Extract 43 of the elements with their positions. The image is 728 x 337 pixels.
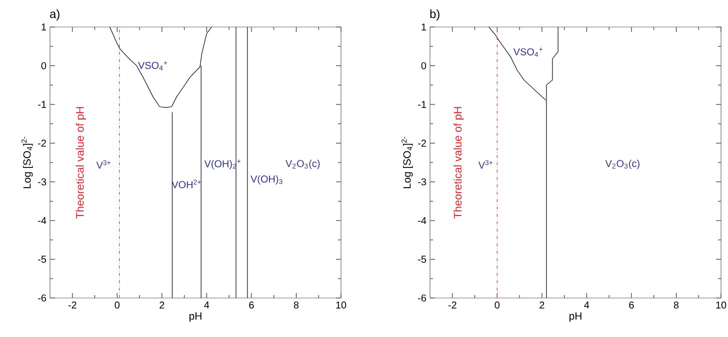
x-tick-label: 8 bbox=[674, 302, 679, 309]
y-tick-label: -3 bbox=[38, 178, 46, 186]
y-tick-label: -4 bbox=[38, 217, 46, 224]
x-tick-label: 0 bbox=[494, 302, 500, 309]
annotation: V$^{3+}$ bbox=[96, 160, 111, 169]
x-tick-label: -2 bbox=[68, 302, 76, 308]
y-tick-label: 0 bbox=[421, 62, 426, 70]
y-tick-label: -6 bbox=[38, 294, 46, 302]
x-tick-label: 4 bbox=[204, 302, 210, 308]
y-tick-label: -6 bbox=[418, 294, 426, 302]
annotation: V$^{3+}$ bbox=[478, 160, 493, 169]
x-tick-label: 6 bbox=[629, 302, 634, 309]
y-axis-title: Log [SO$_{4}$]$^{2-}$ bbox=[402, 136, 413, 188]
x-axis-title: pH bbox=[189, 312, 202, 322]
y-tick-label: -4 bbox=[418, 217, 426, 224]
ref-line-label: Theoretical value of pH bbox=[454, 107, 464, 219]
y-axis-title: Log [SO$_{4}$]$^{2-}$ bbox=[22, 136, 33, 188]
x-tick-label: 6 bbox=[249, 302, 254, 309]
y-tick-label: -1 bbox=[418, 101, 426, 108]
chart-title: a) bbox=[50, 9, 60, 20]
x-tick-label: 2 bbox=[160, 302, 164, 308]
annotation: V$_{2}$O$_{3}$(c) bbox=[286, 160, 320, 170]
y-tick-label: 0 bbox=[41, 62, 46, 70]
x-tick-label: 10 bbox=[716, 302, 726, 309]
y-tick-label: -3 bbox=[418, 178, 426, 186]
y-tick-label: -2 bbox=[38, 140, 46, 147]
y-tick-label: -1 bbox=[38, 101, 46, 108]
annotation: V(OH)$_{3}$ bbox=[250, 175, 282, 184]
annotation: V$_{2}$O$_{3}$(c) bbox=[605, 160, 640, 170]
y-tick-label: 1 bbox=[422, 24, 426, 30]
x-tick-label: 8 bbox=[294, 302, 299, 309]
x-tick-label: -2 bbox=[448, 302, 456, 308]
y-tick-label: -5 bbox=[418, 256, 426, 263]
x-tick-label: 2 bbox=[540, 302, 544, 308]
x-tick-label: 0 bbox=[114, 302, 120, 309]
y-tick-label: 1 bbox=[42, 24, 46, 30]
x-axis-title: pH bbox=[569, 312, 582, 322]
ref-line-label: Theoretical value of pH bbox=[76, 107, 86, 219]
y-tick-label: -5 bbox=[38, 256, 46, 263]
y-tick-label: -2 bbox=[418, 140, 426, 147]
x-tick-label: 10 bbox=[336, 302, 346, 309]
x-tick-label: 4 bbox=[584, 302, 590, 308]
chart-title: b) bbox=[430, 9, 440, 20]
